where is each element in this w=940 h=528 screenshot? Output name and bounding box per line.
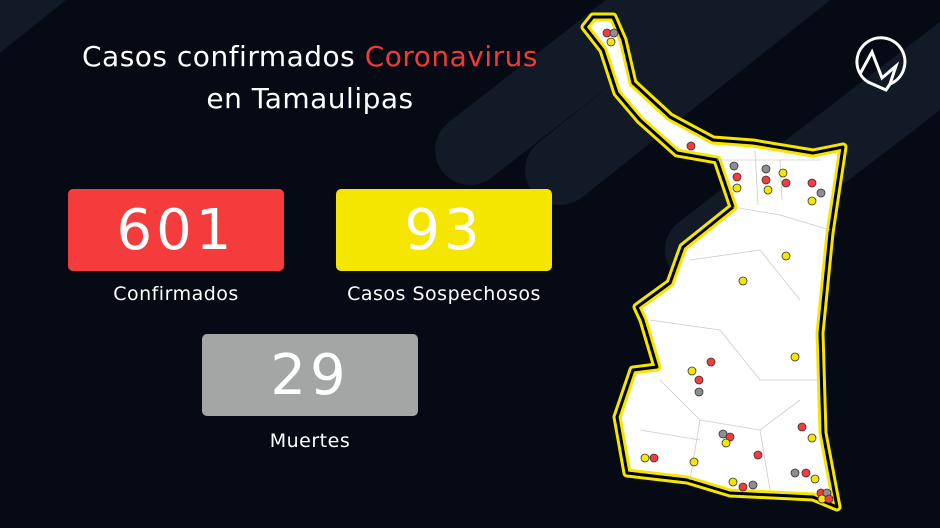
suspected-case-marker: [763, 185, 773, 195]
death-marker: [761, 164, 771, 174]
page-title-line1: Casos confirmados Coronavirus: [0, 40, 620, 73]
deaths-count-box: 29: [202, 334, 418, 416]
suspected-case-marker: [721, 438, 731, 448]
brand-logo-icon: [855, 36, 907, 92]
municipal-borders: [639, 149, 831, 491]
suspected-case-marker: [738, 276, 748, 286]
suspected-case-marker: [781, 251, 791, 261]
death-marker: [694, 387, 704, 397]
suspected-case-marker: [689, 457, 699, 467]
death-marker: [729, 161, 739, 171]
suspected-case-marker: [640, 453, 650, 463]
confirmed-case-marker: [807, 178, 817, 188]
confirmed-case-marker: [706, 357, 716, 367]
confirmed-case-marker: [732, 172, 742, 182]
suspected-count-box: 93: [336, 189, 552, 271]
confirmed-case-marker: [801, 468, 811, 478]
suspected-label: Casos Sospechosos: [347, 283, 541, 305]
death-marker: [748, 480, 758, 490]
confirmed-case-marker: [781, 178, 791, 188]
confirmed-case-marker: [824, 494, 834, 504]
deaths-label: Muertes: [269, 430, 351, 452]
suspected-case-marker: [790, 352, 800, 362]
confirmed-count-box: 601: [68, 189, 284, 271]
confirmed-case-marker: [761, 175, 771, 185]
confirmed-case-marker: [725, 432, 735, 442]
confirmed-case-marker: [797, 422, 807, 432]
title-highlight: Coronavirus: [364, 40, 538, 73]
confirmed-case-marker: [686, 141, 696, 151]
suspected-case-marker: [606, 37, 616, 47]
confirmed-case-marker: [738, 482, 748, 492]
death-marker: [816, 188, 826, 198]
title-prefix: Casos confirmados: [82, 40, 356, 73]
suspected-case-marker: [732, 183, 742, 193]
suspected-case-marker: [687, 366, 697, 376]
confirmed-case-marker: [694, 375, 704, 385]
suspected-case-marker: [810, 474, 820, 484]
confirmed-case-marker: [649, 453, 659, 463]
suspected-case-marker: [728, 477, 738, 487]
death-marker: [790, 468, 800, 478]
state-outline: [580, 12, 848, 512]
confirmed-case-marker: [753, 450, 763, 460]
confirmed-label: Confirmados: [113, 283, 239, 305]
suspected-case-marker: [778, 168, 788, 178]
suspected-case-marker: [807, 433, 817, 443]
death-marker: [609, 28, 619, 38]
suspected-case-marker: [807, 196, 817, 206]
page-title-line2: en Tamaulipas: [206, 82, 414, 115]
